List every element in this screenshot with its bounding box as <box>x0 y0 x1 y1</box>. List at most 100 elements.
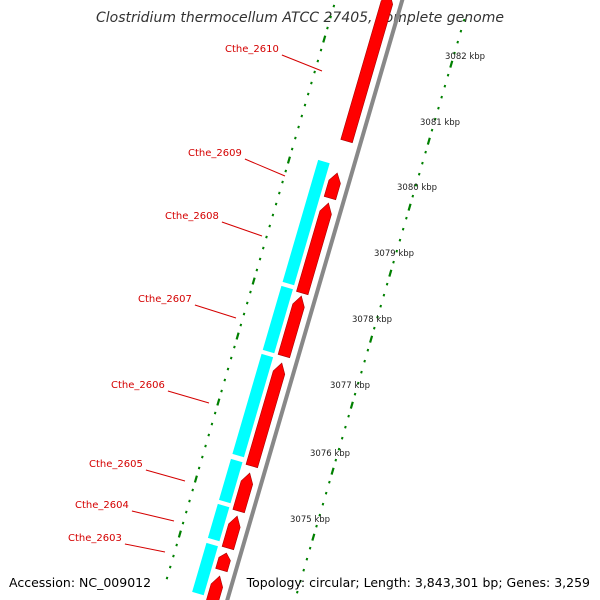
tick-mark <box>424 150 427 154</box>
forward-gene-arrow <box>232 472 254 514</box>
tick-mark <box>360 370 363 374</box>
tick-mark <box>242 312 246 316</box>
scale-label: 3082 kbp <box>445 52 485 62</box>
forward-strand-genes <box>206 0 394 600</box>
tick-mark <box>311 533 316 541</box>
tick-mark <box>426 137 431 145</box>
scale-label: 3079 kbp <box>374 249 414 259</box>
tick-mark <box>213 411 217 415</box>
gene-leader-line <box>194 304 237 319</box>
tick-mark <box>430 128 434 132</box>
tick-mark <box>433 117 437 121</box>
tick-mark <box>184 510 188 514</box>
tick-mark <box>372 326 376 330</box>
tick-mark <box>204 444 207 448</box>
tick-mark <box>315 524 318 528</box>
tick-mark <box>297 125 300 129</box>
tick-mark <box>290 147 294 151</box>
tick-mark <box>369 335 374 343</box>
reverse-strand-genes <box>192 159 330 596</box>
tick-mark <box>328 480 331 484</box>
gene-label-text: Cthe_2606 <box>111 380 165 391</box>
reverse-gene-block <box>232 353 274 458</box>
tick-mark <box>284 169 288 173</box>
tick-mark <box>382 293 386 297</box>
gene-leader-line <box>131 510 175 522</box>
tick-mark <box>414 183 418 187</box>
tick-mark <box>229 356 233 360</box>
tick-mark <box>207 433 211 437</box>
tick-mark <box>201 455 204 459</box>
scale-label: 3078 kbp <box>352 315 392 325</box>
tick-mark <box>261 246 265 250</box>
tick-mark <box>446 73 450 77</box>
forward-gene-arrow <box>221 515 241 551</box>
scale-labels: 3082 kbp 3081 kbp 3080 kbp 3079 kbp 3078 kbp… <box>290 52 485 525</box>
tick-mark <box>168 565 172 569</box>
tick-mark <box>347 414 350 418</box>
tick-mark <box>305 557 309 561</box>
tick-mark <box>334 458 338 462</box>
tick-mark <box>177 530 182 538</box>
tick-mark <box>295 590 299 594</box>
tick-mark <box>353 392 357 396</box>
tick-mark <box>349 401 354 409</box>
tick-mark <box>398 238 402 242</box>
backbone-line <box>225 0 405 600</box>
gene-label-text: Cthe_2610 <box>225 44 279 55</box>
tick-mark <box>165 576 169 580</box>
forward-gene-arrow <box>340 0 394 144</box>
tick-mark <box>181 521 185 525</box>
inner-tick-ring <box>165 4 336 580</box>
tick-mark <box>417 172 421 176</box>
tick-mark <box>220 389 223 393</box>
tick-mark <box>294 136 297 140</box>
tick-mark <box>299 579 302 583</box>
tick-mark <box>233 345 236 349</box>
tick-mark <box>324 491 328 495</box>
reverse-gene-block <box>207 503 230 542</box>
tick-mark <box>216 398 221 406</box>
tick-mark <box>258 257 262 261</box>
tick-mark <box>210 422 214 426</box>
tick-mark <box>449 60 454 68</box>
tick-mark <box>395 249 399 253</box>
accession-label: Accession: NC_009012 <box>9 575 152 590</box>
tick-mark <box>245 301 249 305</box>
gene-leader-line <box>281 54 323 72</box>
forward-gene-arrow <box>206 575 223 600</box>
tick-mark <box>319 48 323 52</box>
tick-mark <box>274 202 278 206</box>
tick-mark <box>356 381 360 385</box>
tick-mark <box>340 436 344 440</box>
reverse-gene-block <box>262 285 293 354</box>
tick-mark <box>318 513 322 517</box>
tick-mark <box>303 103 307 107</box>
tick-mark <box>191 488 194 492</box>
tick-mark <box>172 554 175 558</box>
gene-leader-line <box>145 469 186 482</box>
scale-label: 3077 kbp <box>330 381 370 391</box>
tick-mark <box>329 15 332 19</box>
tick-mark <box>401 227 405 231</box>
tick-mark <box>197 466 201 470</box>
tick-mark <box>337 447 341 451</box>
tick-mark <box>235 332 240 340</box>
map-title: Clostridium thermocellum ATCC 27405, com… <box>96 10 504 26</box>
tick-mark <box>326 26 329 30</box>
tick-mark <box>462 18 466 22</box>
tick-mark <box>251 277 256 285</box>
genome-stats-label: Topology: circular; Length: 3,843,301 bp… <box>246 575 590 590</box>
forward-gene-arrow <box>215 552 231 573</box>
scale-label: 3081 kbp <box>420 118 460 128</box>
reverse-gene-block <box>218 458 243 504</box>
tick-mark <box>376 315 379 319</box>
reverse-gene-block <box>282 159 330 286</box>
scale-label: 3076 kbp <box>310 449 350 459</box>
tick-mark <box>255 268 259 272</box>
tick-mark <box>437 106 440 110</box>
tick-mark <box>271 213 275 217</box>
tick-mark <box>308 546 312 550</box>
